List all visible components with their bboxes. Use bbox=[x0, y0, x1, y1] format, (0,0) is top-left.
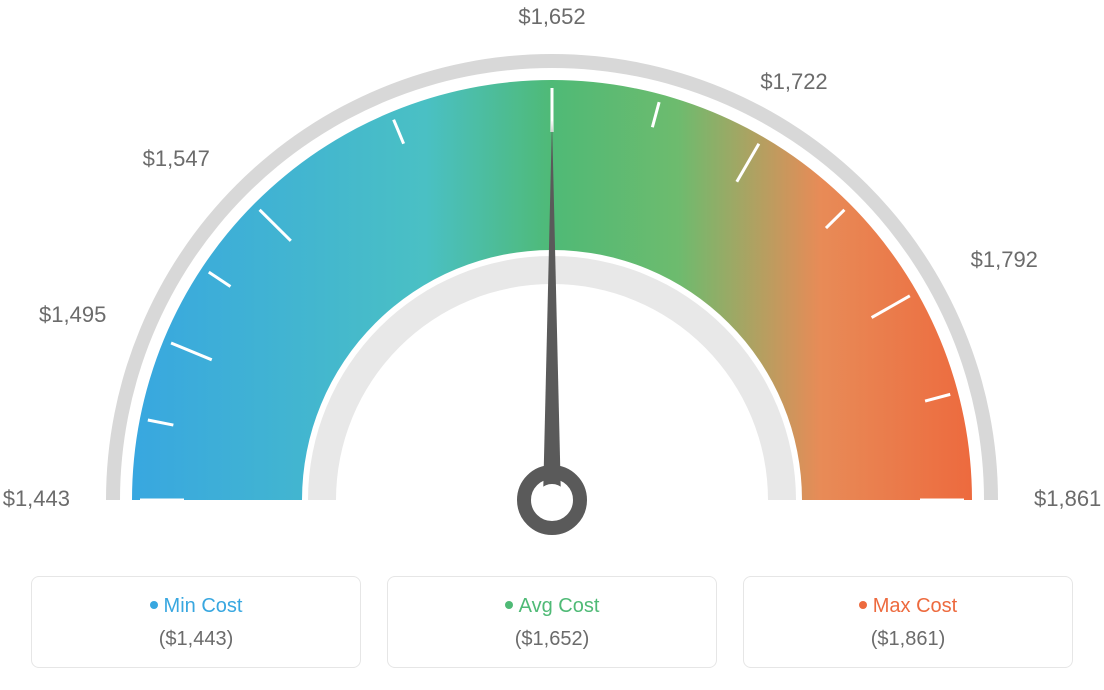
legend-title-text: Min Cost bbox=[164, 595, 243, 617]
cost-gauge-container: $1,443 $1,495 $1,547 $1,652 $1,722 $1,792 $1,8… bbox=[0, 0, 1104, 690]
gauge-tick-label: $1,722 bbox=[754, 69, 834, 95]
gauge-tick-label: $1,861 bbox=[1034, 486, 1101, 512]
gauge-tick-label: $1,547 bbox=[130, 146, 210, 172]
dot-icon bbox=[505, 601, 513, 609]
legend-card-min: Min Cost ($1,443) bbox=[31, 576, 361, 668]
legend-title-min: Min Cost bbox=[42, 595, 350, 618]
gauge-chart: $1,443 $1,495 $1,547 $1,652 $1,722 $1,792 $1,8… bbox=[0, 0, 1104, 560]
legend-card-max: Max Cost ($1,861) bbox=[743, 576, 1073, 668]
legend-title-text: Avg Cost bbox=[519, 595, 600, 617]
gauge-tick-label: $1,443 bbox=[0, 486, 70, 512]
legend-value-max: ($1,861) bbox=[754, 628, 1062, 651]
gauge-tick-label: $1,792 bbox=[971, 247, 1038, 273]
gauge-svg bbox=[0, 0, 1104, 560]
legend-value-avg: ($1,652) bbox=[398, 628, 706, 651]
legend-title-avg: Avg Cost bbox=[398, 595, 706, 618]
legend-card-avg: Avg Cost ($1,652) bbox=[387, 576, 717, 668]
legend-value-min: ($1,443) bbox=[42, 628, 350, 651]
legend-row: Min Cost ($1,443) Avg Cost ($1,652) Max … bbox=[0, 576, 1104, 668]
dot-icon bbox=[150, 601, 158, 609]
gauge-tick-label: $1,495 bbox=[26, 302, 106, 328]
dot-icon bbox=[859, 601, 867, 609]
legend-title-max: Max Cost bbox=[754, 595, 1062, 618]
legend-title-text: Max Cost bbox=[873, 595, 957, 617]
gauge-tick-label: $1,652 bbox=[512, 4, 592, 30]
